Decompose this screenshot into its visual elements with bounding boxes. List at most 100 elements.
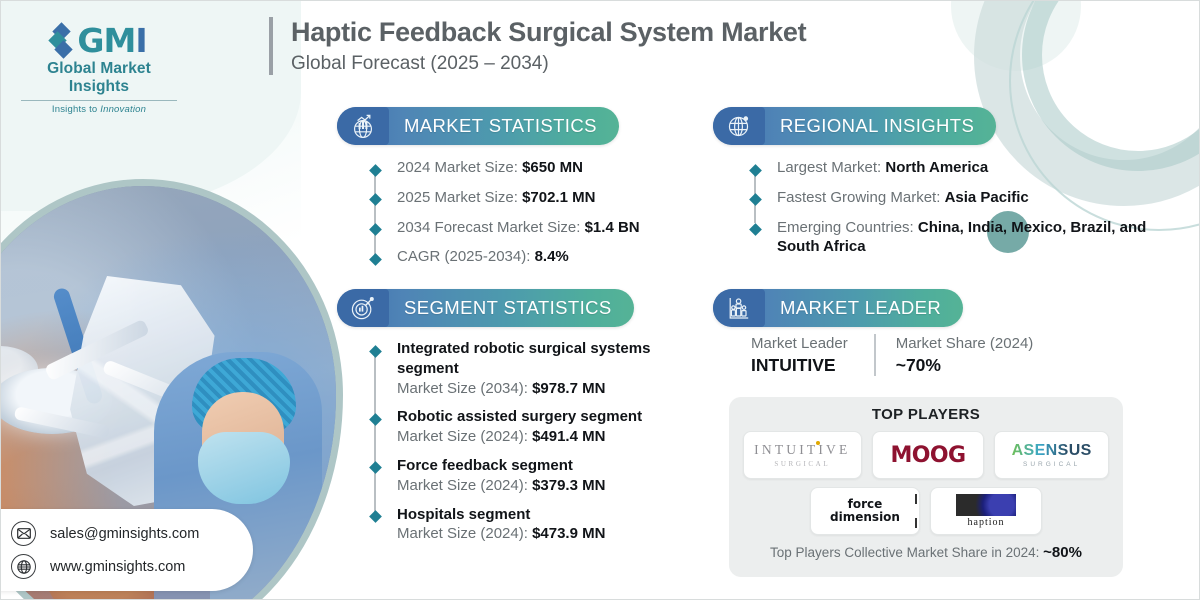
gmi-logo-letters: GMI: [77, 20, 147, 60]
section-label-segment-statistics: SEGMENT STATISTICS: [404, 297, 612, 318]
top-players-title: TOP PLAYERS: [871, 406, 981, 423]
timeline-connector: [374, 349, 376, 521]
bullet-diamond-icon: [368, 344, 382, 358]
bullet-diamond-icon: [748, 193, 762, 207]
bullet-diamond-icon: [368, 163, 382, 177]
list-item-label: Market Size (2024):: [397, 428, 533, 446]
list-item: 2024 Market Size: $650 MN: [368, 158, 669, 178]
list-item-label: Emerging Countries:: [777, 218, 918, 236]
list-item-label: Fastest Growing Market:: [777, 188, 945, 206]
contact-email: sales@gminsights.com: [50, 525, 200, 542]
bullet-diamond-icon: [368, 510, 382, 523]
list-item-value: $1.4 BN: [584, 218, 640, 236]
list-item-text: 2034 Forecast Market Size: $1.4 BN: [397, 218, 669, 238]
list-item-label: Market Size (2024):: [397, 476, 533, 494]
list-item-heading: Force feedback segment: [397, 456, 573, 474]
player-logo-name: haption: [967, 517, 1005, 528]
player-logo-force-dimension[interactable]: force dimension: [810, 487, 920, 535]
market-share-block: Market Share (2024) ~70%: [873, 334, 1060, 377]
player-logo-intuitive[interactable]: INTUITIVE SURGICAL: [743, 431, 862, 479]
list-item: Force feedback segment Market Size (2024…: [368, 456, 689, 496]
market-leader-details: Market Leader INTUITIVE Market Share (20…: [751, 334, 1060, 377]
list-item-text: Force feedback segment Market Size (2024…: [397, 456, 689, 496]
list-item: Robotic assisted surgery segment Market …: [368, 407, 689, 447]
player-logo-name: force dimension: [830, 497, 900, 524]
bullet-diamond-icon: [748, 223, 762, 236]
list-item-value: Asia Pacific: [944, 188, 1029, 206]
player-logo-asensus[interactable]: ASENSUS SURGICAL: [994, 431, 1109, 479]
photo-surgeon-mask: [198, 432, 290, 504]
gmi-company-name: Global Market Insights: [47, 60, 151, 95]
list-item-value: $473.9 MN: [532, 525, 606, 543]
list-item-label: Market Size (2024):: [397, 525, 533, 543]
list-item-value: $379.3 MN: [532, 476, 606, 494]
list-item-text: Largest Market: North America: [777, 158, 1179, 178]
market-leader-caption: Market Leader: [751, 335, 848, 352]
bullet-diamond-icon: [368, 223, 382, 236]
list-item: Fastest Growing Market: Asia Pacific: [748, 188, 1179, 208]
page-title-block: Haptic Feedback Surgical System Market G…: [269, 17, 807, 76]
player-logo-name: INTUITIVE: [754, 442, 851, 457]
section-label-regional-insights: REGIONAL INSIGHTS: [780, 115, 975, 136]
gmi-logo: GMI Global Market Insights Insights to I…: [15, 20, 183, 115]
segment-statistics-list: Integrated robotic surgical systems segm…: [368, 339, 689, 545]
top-players-row-1: INTUITIVE SURGICAL MOOG ASENSUS SURGICAL: [743, 431, 1109, 479]
list-item-text: 2025 Market Size: $702.1 MN: [397, 188, 669, 208]
list-item-text: CAGR (2025-2034): 8.4%: [397, 247, 669, 267]
list-item-value: 8.4%: [534, 248, 569, 266]
list-item: Largest Market: North America: [748, 158, 1179, 178]
section-header-segment-statistics: SEGMENT STATISTICS: [337, 289, 634, 327]
force-dimension-bar-top-icon: [915, 494, 917, 505]
section-header-regional-insights: REGIONAL INSIGHTS: [713, 107, 997, 145]
globe-icon: [11, 554, 36, 579]
contact-email-row[interactable]: sales@gminsights.com: [11, 521, 253, 546]
list-item-label: 2024 Market Size:: [397, 159, 523, 176]
globe-chart-icon: [337, 107, 389, 145]
list-item-text: Integrated robotic surgical systems segm…: [397, 339, 689, 398]
top-players-footer: Top Players Collective Market Share in 2…: [743, 544, 1109, 561]
top-players-footer-value: ~80%: [1043, 544, 1082, 561]
list-item: Hospitals segment Market Size (2024): $4…: [368, 505, 689, 545]
gmi-tagline: Insights to Innovation: [15, 104, 183, 115]
list-item-value: $650 MN: [522, 159, 583, 176]
background-dot: [987, 211, 1029, 253]
section-header-market-statistics: MARKET STATISTICS: [337, 107, 619, 145]
list-item-label: CAGR (2025-2034):: [397, 248, 535, 266]
bullet-diamond-icon: [368, 461, 382, 475]
player-logo-moog[interactable]: MOOG: [871, 431, 985, 479]
list-item-text: Fastest Growing Market: Asia Pacific: [777, 188, 1179, 208]
market-leader-name-block: Market Leader INTUITIVE: [751, 334, 874, 376]
list-item-label: Largest Market:: [777, 159, 886, 176]
haption-logo-art-icon: [956, 494, 1016, 516]
bullet-diamond-icon: [368, 413, 382, 426]
list-item-text: Robotic assisted surgery segment Market …: [397, 407, 689, 447]
top-players-card: TOP PLAYERS INTUITIVE SURGICAL MOOG ASEN…: [729, 397, 1123, 577]
contact-bar: sales@gminsights.com www.gminsights.com: [1, 509, 253, 591]
list-item-label: 2034 Forecast Market Size:: [397, 218, 585, 236]
list-item-label: 2025 Market Size:: [397, 188, 523, 206]
gmi-tagline-prefix: Insights to: [51, 104, 101, 115]
top-players-footer-label: Top Players Collective Market Share in 2…: [770, 545, 1044, 560]
page-subtitle: Global Forecast (2025 – 2034): [291, 53, 549, 75]
list-item-text: Emerging Countries: China, India, Mexico…: [777, 218, 1179, 258]
player-logo-name: MOOG: [890, 442, 966, 468]
pie-target-icon: [337, 289, 389, 327]
contact-website-row[interactable]: www.gminsights.com: [11, 554, 253, 579]
gmi-tagline-italic: Innovation: [100, 104, 147, 115]
bullet-diamond-icon: [368, 193, 382, 207]
page-title: Haptic Feedback Surgical System Market: [291, 17, 807, 47]
section-label-market-leader: MARKET LEADER: [780, 297, 942, 318]
gmi-logo-row: GMI: [15, 20, 183, 60]
player-logo-sub: SURGICAL: [1023, 461, 1081, 468]
list-item-label: Market Size (2034):: [397, 379, 533, 397]
player-logo-haption[interactable]: haption: [930, 487, 1042, 535]
list-item: 2025 Market Size: $702.1 MN: [368, 188, 669, 208]
player-logo-name: ASENSUS: [1011, 442, 1092, 459]
list-item-value: $702.1 MN: [522, 188, 596, 206]
bullet-diamond-icon: [368, 253, 382, 266]
envelope-icon: [11, 521, 36, 546]
force-dimension-bar-bottom-icon: [915, 517, 917, 528]
list-item-value: China, India, Mexico, Brazil, and South …: [777, 218, 1147, 256]
timeline-connector: [374, 168, 376, 256]
list-item-text: 2024 Market Size: $650 MN: [397, 158, 669, 178]
